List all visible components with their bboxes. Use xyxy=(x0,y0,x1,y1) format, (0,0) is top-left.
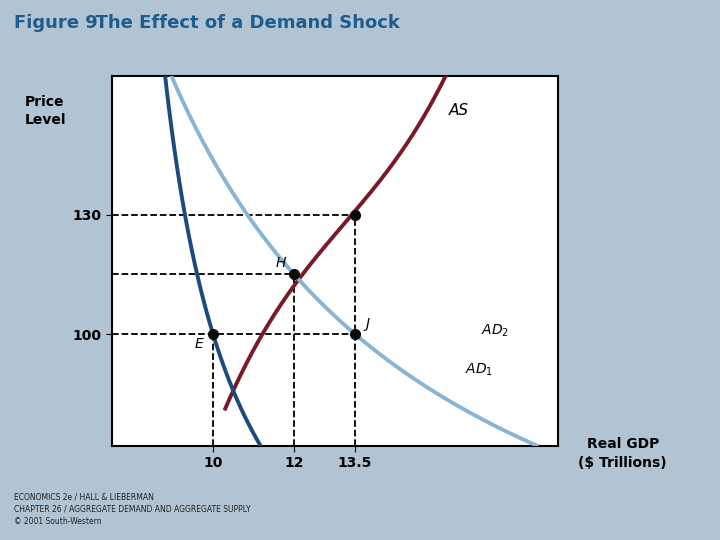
Text: Real GDP
($ Trillions): Real GDP ($ Trillions) xyxy=(578,437,667,470)
Text: The Effect of a Demand Shock: The Effect of a Demand Shock xyxy=(83,14,400,31)
Text: $AD_2$: $AD_2$ xyxy=(481,322,509,339)
Text: Figure 9: Figure 9 xyxy=(14,14,98,31)
Text: Price
Level: Price Level xyxy=(25,94,67,127)
Text: AS: AS xyxy=(449,103,469,118)
Text: J: J xyxy=(365,317,369,331)
Text: E: E xyxy=(195,337,204,351)
Text: $AD_1$: $AD_1$ xyxy=(464,362,492,379)
Text: ECONOMICS 2e / HALL & LIEBERMAN
CHAPTER 26 / AGGREGATE DEMAND AND AGGREGATE SUPP: ECONOMICS 2e / HALL & LIEBERMAN CHAPTER … xyxy=(14,492,251,526)
Text: H: H xyxy=(276,255,287,269)
